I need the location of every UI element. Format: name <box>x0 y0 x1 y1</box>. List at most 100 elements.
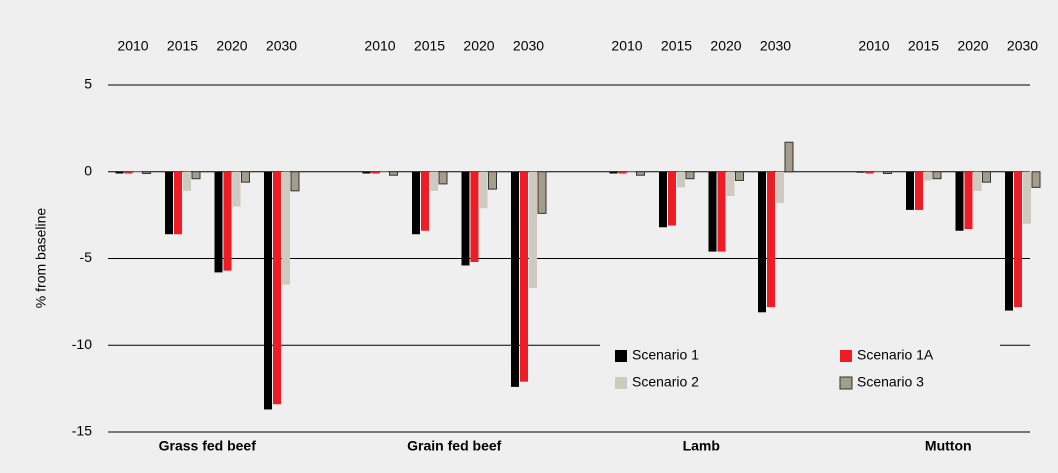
bar <box>924 171 932 181</box>
y-tick-label: -15 <box>72 423 92 439</box>
bar <box>1031 171 1041 188</box>
year-label: 2010 <box>117 38 148 54</box>
bar <box>232 171 241 207</box>
bar <box>529 171 537 288</box>
bar <box>115 171 124 174</box>
bar <box>932 171 942 180</box>
bar <box>1023 171 1031 224</box>
bar <box>223 171 232 271</box>
bar <box>659 171 667 228</box>
bar <box>165 171 173 235</box>
bar <box>767 171 775 308</box>
y-tick-label: 5 <box>84 76 92 92</box>
bar <box>758 171 766 313</box>
year-label: 2010 <box>611 38 642 54</box>
year-label: 2030 <box>1007 38 1038 54</box>
bar <box>1005 171 1013 311</box>
bar <box>142 171 151 174</box>
bar <box>430 171 438 191</box>
year-label: 2020 <box>463 38 494 54</box>
year-label: 2015 <box>167 38 198 54</box>
bar <box>964 171 973 230</box>
year-label: 2020 <box>710 38 741 54</box>
bar <box>627 171 636 173</box>
bar <box>865 171 874 174</box>
y-tick-label: -10 <box>72 336 92 352</box>
bar <box>461 171 470 266</box>
category-label: Lamb <box>683 438 720 454</box>
bar <box>282 171 290 285</box>
year-label: 2020 <box>216 38 247 54</box>
bar <box>685 171 695 180</box>
legend-label: Scenario 2 <box>632 374 699 390</box>
bar <box>438 171 448 185</box>
bar <box>264 171 272 410</box>
bar <box>677 171 685 188</box>
bar <box>273 171 281 405</box>
year-label: 2020 <box>957 38 988 54</box>
legend-background <box>600 340 1000 402</box>
bar <box>488 171 497 190</box>
bar <box>982 171 991 183</box>
category-label: Grass fed beef <box>159 438 257 454</box>
bar <box>708 171 717 252</box>
y-tick-label: 0 <box>84 162 92 178</box>
bar <box>636 171 645 176</box>
bar <box>726 171 735 197</box>
y-axis-label: % from baseline <box>33 208 49 309</box>
bar <box>856 171 865 173</box>
year-label: 2030 <box>266 38 297 54</box>
bar <box>470 171 479 262</box>
year-label: 2030 <box>513 38 544 54</box>
year-label: 2030 <box>760 38 791 54</box>
bar <box>906 171 914 210</box>
category-label: Grain fed beef <box>407 438 501 454</box>
bar <box>883 171 892 174</box>
bar <box>380 171 389 173</box>
bar <box>784 141 794 173</box>
bar <box>717 171 726 252</box>
legend-label: Scenario 1A <box>857 347 934 363</box>
legend-label: Scenario 3 <box>857 374 924 390</box>
bar <box>241 171 250 183</box>
bar <box>609 171 618 174</box>
bar <box>362 171 371 174</box>
bar <box>668 171 676 226</box>
y-tick-label: -5 <box>80 249 93 265</box>
bar <box>1014 171 1022 308</box>
bar <box>191 171 201 180</box>
bar <box>174 171 182 235</box>
year-label: 2010 <box>364 38 395 54</box>
bar <box>479 171 488 209</box>
bar <box>371 171 380 174</box>
bar <box>412 171 420 235</box>
bar <box>537 171 547 214</box>
bar <box>389 171 398 176</box>
bar <box>124 171 133 174</box>
legend-swatch <box>840 350 852 362</box>
bar <box>421 171 429 231</box>
bar <box>915 171 923 210</box>
bar <box>735 171 744 181</box>
legend-swatch <box>839 376 853 390</box>
category-label: Mutton <box>925 438 972 454</box>
legend-swatch <box>615 350 627 362</box>
legend-label: Scenario 1 <box>632 347 699 363</box>
bar <box>973 171 982 191</box>
bar <box>214 171 223 273</box>
bar <box>874 171 883 173</box>
bar <box>133 171 142 173</box>
legend-swatch <box>615 377 627 389</box>
bar <box>183 171 191 191</box>
year-label: 2015 <box>661 38 692 54</box>
bar <box>511 171 519 387</box>
bar <box>290 171 300 192</box>
bar <box>520 171 528 382</box>
year-label: 2015 <box>908 38 939 54</box>
year-label: 2015 <box>414 38 445 54</box>
bar <box>618 171 627 174</box>
bar <box>776 171 784 203</box>
year-label: 2010 <box>858 38 889 54</box>
bar <box>955 171 964 231</box>
